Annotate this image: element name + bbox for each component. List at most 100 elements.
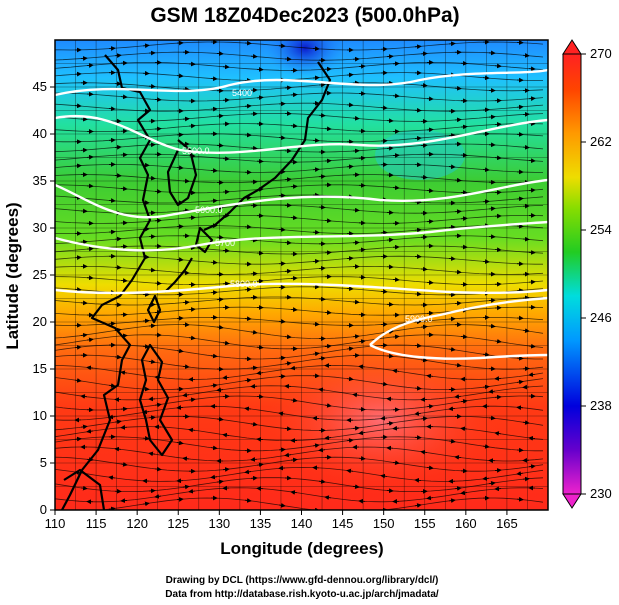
- streamline-arrow: [250, 145, 258, 151]
- streamline-arrow: [380, 381, 388, 387]
- streamline-arrow: [386, 237, 394, 243]
- streamline-arrow: [352, 334, 360, 339]
- coast-kyushu: [194, 226, 214, 254]
- streamline-arrow: [120, 278, 128, 283]
- streamline-arrow: [182, 392, 190, 398]
- streamline-arrow: [284, 334, 292, 340]
- streamline-arrow: [250, 457, 258, 462]
- streamline: [55, 317, 544, 326]
- streamline-arrow: [324, 495, 332, 500]
- streamline-arrow: [278, 502, 286, 508]
- streamline-arrow: [522, 328, 530, 333]
- y-tick-label: 45: [33, 79, 47, 94]
- streamline-arrow: [142, 501, 150, 507]
- x-tick-label: 160: [455, 516, 477, 531]
- streamline-arrow: [516, 288, 524, 293]
- streamline-arrow: [488, 206, 496, 212]
- y-tick-label: 5: [40, 455, 47, 470]
- streamline-arrow: [176, 405, 184, 410]
- y-tick-label: 25: [33, 267, 47, 282]
- streamline: [55, 41, 544, 51]
- y-tick-label: 10: [33, 408, 47, 423]
- streamline-arrow: [290, 397, 298, 403]
- streamline-arrow: [176, 73, 184, 79]
- streamline-arrow: [346, 468, 354, 474]
- x-tick-label: 115: [86, 516, 107, 531]
- streamline-arrow: [210, 353, 218, 359]
- streamline-arrow: [324, 126, 332, 132]
- streamline-arrow: [386, 421, 394, 426]
- streamline-arrow: [290, 457, 298, 463]
- streamline-arrow: [324, 403, 332, 408]
- streamline-arrow: [148, 415, 156, 420]
- streamline-arrow: [120, 370, 128, 376]
- coastlines: [61, 54, 332, 510]
- coast-japan: [203, 61, 332, 232]
- streamline-arrow: [414, 503, 422, 508]
- streamline-arrow: [284, 268, 292, 274]
- colorbar-top-arrow: [562, 39, 582, 55]
- streamline-arrow: [482, 476, 490, 481]
- contour-label-5700: 5700: [215, 238, 235, 248]
- streamline-arrow: [516, 471, 524, 476]
- streamline-arrow: [352, 299, 360, 305]
- streamline-arrow: [244, 103, 252, 109]
- streamline-arrow: [222, 156, 230, 162]
- streamline-arrow: [488, 389, 496, 394]
- streamline-arrow: [312, 443, 320, 448]
- x-tick-label: 130: [208, 516, 230, 531]
- streamline: [55, 286, 544, 296]
- streamline-arrow: [108, 506, 116, 510]
- streamline-arrow: [108, 383, 116, 388]
- streamline-arrow: [284, 426, 292, 432]
- streamline-arrow: [74, 103, 82, 109]
- streamline-arrow: [312, 415, 320, 421]
- streamline-arrow: [482, 75, 490, 81]
- streamline-arrow: [386, 145, 394, 151]
- streamline-arrow: [86, 246, 94, 252]
- y-tick-label: 30: [33, 220, 47, 235]
- streamline-arrow: [312, 258, 320, 264]
- streamline-arrow: [244, 378, 252, 383]
- height-contours: [55, 68, 548, 360]
- streamline-arrow: [80, 332, 88, 338]
- streamline-arrow: [114, 53, 122, 58]
- streamline-arrow: [210, 445, 218, 451]
- streamline-arrow: [188, 427, 196, 433]
- streamline-arrow: [358, 64, 366, 69]
- streamline-arrow: [148, 451, 156, 457]
- streamline-arrow: [392, 368, 400, 374]
- streamline-arrow: [426, 404, 434, 409]
- streamline-arrow: [358, 155, 366, 161]
- streamline-arrow: [420, 416, 428, 422]
- streamline: [55, 385, 544, 401]
- colorbar-tick-label: 238: [590, 398, 612, 413]
- streamline-arrow: [516, 196, 524, 202]
- streamline-arrow: [380, 473, 388, 479]
- streamline-arrow: [148, 175, 156, 181]
- streamline-arrow: [358, 339, 366, 344]
- streamline-arrow: [312, 75, 320, 81]
- contour-5900: [369, 296, 548, 360]
- contour-5800: [55, 282, 548, 295]
- chart-title: GSM 18Z04Dec2023 (500.0hPa): [150, 4, 459, 27]
- streamline-arrow: [528, 372, 536, 377]
- streamline-arrow: [80, 485, 88, 491]
- contour-5400: [55, 68, 548, 97]
- contour-label-5500: 5500.0: [182, 146, 210, 156]
- streamline-arrow: [256, 370, 264, 376]
- streamline-arrow: [210, 474, 218, 480]
- streamline-arrow: [120, 186, 128, 192]
- streamline-arrow: [516, 496, 524, 502]
- streamline-arrow: [222, 340, 230, 346]
- x-axis-title: Longitude (degrees): [220, 539, 383, 558]
- streamline-arrow: [148, 359, 156, 365]
- colorbar-bottom-arrow: [562, 493, 582, 509]
- streamline-arrow: [86, 365, 94, 371]
- streamline-arrow: [392, 425, 400, 431]
- contour-5500: [55, 115, 548, 155]
- streamline: [55, 72, 543, 81]
- contour-label-5800: 5800.0: [230, 279, 258, 289]
- streamline-arrow: [176, 497, 184, 502]
- streamline-arrow: [528, 464, 536, 469]
